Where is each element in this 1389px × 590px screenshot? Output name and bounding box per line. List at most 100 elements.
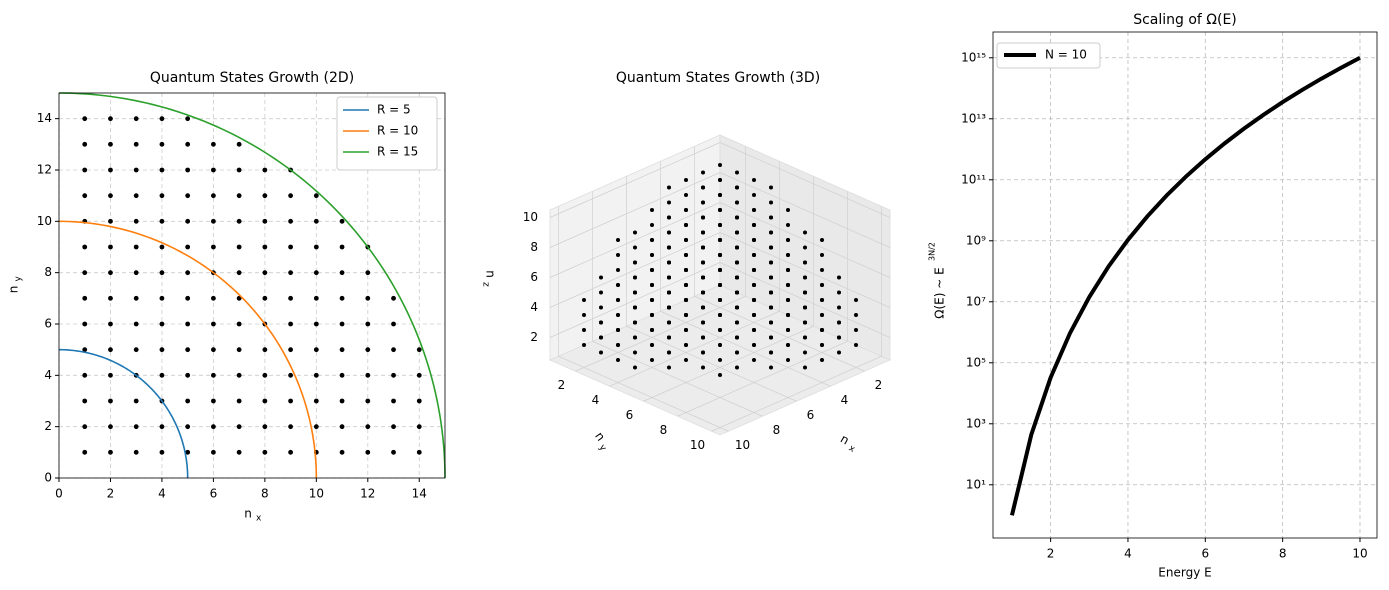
- point: [108, 244, 113, 250]
- point: [185, 167, 191, 173]
- point: [288, 321, 293, 327]
- chart-title: Quantum States Growth (2D): [150, 70, 354, 86]
- point: [854, 328, 858, 332]
- point: [211, 141, 216, 147]
- point: [108, 449, 113, 455]
- chart-title: Quantum States Growth (3D): [616, 70, 820, 86]
- point: [667, 365, 671, 370]
- point: [752, 343, 756, 347]
- point: [133, 424, 139, 430]
- point: [211, 193, 216, 199]
- point: [108, 295, 113, 301]
- point: [684, 178, 688, 182]
- point: [616, 313, 620, 317]
- point: [769, 290, 773, 295]
- point: [133, 321, 139, 327]
- point: [667, 305, 671, 310]
- grid-line: [660, 310, 831, 387]
- point: [185, 424, 191, 430]
- point: [108, 321, 113, 327]
- point: [82, 167, 88, 173]
- point: [803, 350, 807, 355]
- point: [236, 270, 242, 276]
- point: [133, 449, 139, 455]
- x-tick-label: 6: [210, 487, 218, 501]
- axes-frame: [992, 31, 1378, 539]
- point: [288, 218, 293, 224]
- point: [854, 343, 858, 347]
- point: [735, 335, 739, 340]
- point: [236, 347, 242, 353]
- point: [108, 347, 113, 353]
- point: [288, 449, 293, 455]
- point: [599, 320, 603, 325]
- point: [313, 398, 319, 404]
- point: [718, 178, 722, 182]
- point: [288, 295, 293, 301]
- point: [211, 424, 216, 430]
- point: [752, 298, 756, 302]
- point: [236, 244, 242, 250]
- y-tick-label: 10: [690, 438, 705, 452]
- y-axis-label-base: Ω(E) ~ E: [933, 267, 947, 318]
- grid-line: [609, 310, 780, 387]
- point: [82, 398, 88, 404]
- grid-line: [694, 295, 865, 372]
- point: [82, 347, 88, 353]
- point: [769, 245, 773, 250]
- point: [718, 238, 722, 242]
- y-tick-label: 0: [44, 471, 52, 485]
- point: [236, 295, 242, 301]
- point: [718, 268, 722, 272]
- point: [735, 245, 739, 250]
- point: [159, 347, 165, 353]
- x-tick-label: 2: [875, 378, 883, 392]
- point: [211, 398, 216, 404]
- point: [159, 218, 165, 224]
- point: [262, 244, 268, 250]
- point: [288, 244, 293, 250]
- point: [159, 116, 165, 122]
- point: [236, 141, 242, 147]
- x-tick-label: 8: [261, 487, 269, 501]
- y-tick-label: 10⁹: [966, 233, 986, 247]
- point: [616, 328, 620, 332]
- point: [684, 208, 688, 212]
- point: [133, 116, 139, 122]
- point: [313, 270, 319, 276]
- y-tick-label: 10⁵: [966, 355, 986, 369]
- x-tick-label: 8: [773, 423, 781, 437]
- point: [684, 358, 688, 362]
- point: [108, 167, 113, 173]
- point: [159, 141, 165, 147]
- y-axis-label-sup: 3N/2: [928, 242, 937, 261]
- y-tick-label: 6: [626, 408, 634, 422]
- point: [701, 260, 705, 265]
- grid-line: [643, 325, 814, 402]
- point: [718, 328, 722, 332]
- point: [82, 321, 88, 327]
- grid-line: [558, 355, 729, 432]
- point: [752, 178, 756, 182]
- point: [820, 358, 824, 362]
- point: [769, 200, 773, 205]
- point: [650, 253, 654, 257]
- point: [701, 215, 705, 220]
- point: [582, 343, 586, 347]
- legend-label: R = 15: [377, 145, 418, 159]
- point: [616, 268, 620, 272]
- y-axis-label: Ω(E) ~ E 3N/2: [928, 242, 947, 319]
- point: [769, 305, 773, 310]
- x-tick-label: 10: [309, 487, 324, 501]
- point: [650, 238, 654, 242]
- point: [159, 167, 165, 173]
- axis-label-sub: x: [256, 514, 262, 524]
- point: [391, 424, 396, 430]
- point: [108, 372, 113, 378]
- point: [786, 313, 790, 317]
- point: [735, 170, 739, 175]
- point: [82, 244, 88, 250]
- point: [786, 238, 790, 242]
